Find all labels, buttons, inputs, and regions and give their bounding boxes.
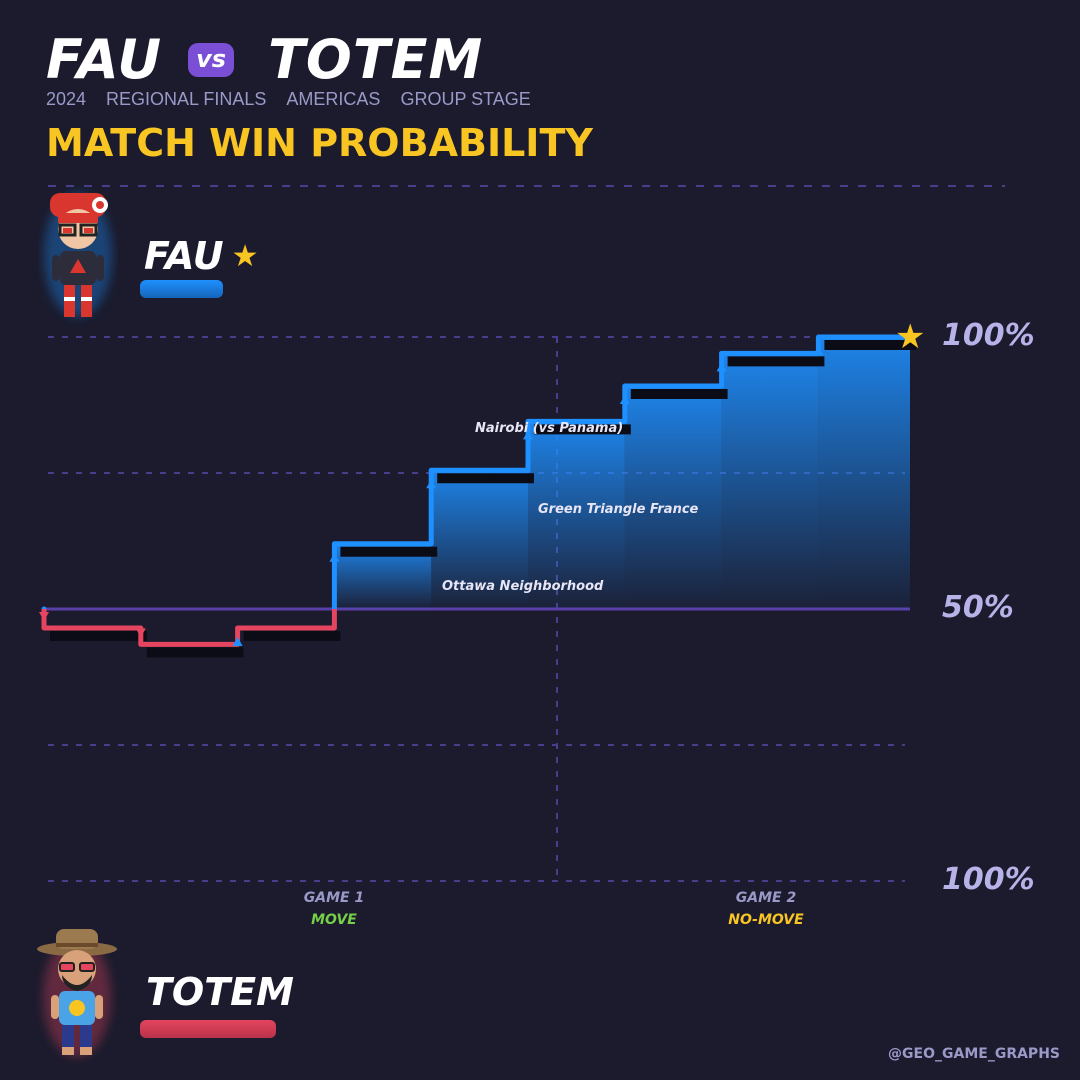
player-bottom-bar <box>140 1020 276 1038</box>
chart-headline: MATCH WIN PROBABILITY <box>46 121 593 165</box>
probability-line <box>41 334 913 647</box>
team-b-title: TOTEM <box>268 28 484 91</box>
title-row: FAU vs TOTEM <box>46 28 483 91</box>
game-2-label: GAME 2 <box>735 890 797 906</box>
area-segment-6 <box>528 421 625 609</box>
round-marker-2 <box>135 628 146 638</box>
area-segment-9 <box>818 337 910 609</box>
subtitle-event: REGIONAL FINALS <box>106 89 267 109</box>
player-bottom-name: TOTEM <box>146 970 294 1014</box>
round-marker-5 <box>426 479 437 489</box>
team-a-title: FAU <box>46 28 163 91</box>
axis-label-bottom: 100% <box>942 862 1035 897</box>
subtitle-year: 2024 <box>46 89 87 109</box>
game-1-mode: MOVE <box>311 912 357 928</box>
end-star-icon: ★ <box>895 317 925 357</box>
area-segment-5 <box>431 470 528 609</box>
round-marker-3 <box>232 637 243 647</box>
game-1-label-block: GAME 1 MOVE <box>274 890 394 928</box>
round-marker-7 <box>619 394 630 404</box>
round-marker-6 <box>523 430 533 440</box>
round-marker-4 <box>329 552 340 562</box>
game-2-label-block: GAME 2 NO-MOVE <box>706 890 826 928</box>
area-segment-8 <box>721 353 819 609</box>
vs-badge: vs <box>188 42 235 77</box>
axis-label-top: 100% <box>942 318 1035 353</box>
player-top-avatar <box>38 185 118 317</box>
game-1-label: GAME 1 <box>303 890 365 906</box>
subtitle: 2024 REGIONAL FINALS AMERICAS GROUP STAG… <box>46 89 531 110</box>
area-segment-7 <box>624 385 722 609</box>
fau-area <box>334 337 910 609</box>
round-markers <box>39 346 824 647</box>
player-top-bar <box>140 280 223 298</box>
annotation-round-6: Green Triangle France <box>538 502 699 517</box>
annotation-round-5: Ottawa Neighborhood <box>442 579 604 594</box>
player-top-name: FAU <box>144 234 224 278</box>
subtitle-stage: GROUP STAGE <box>400 89 531 109</box>
player-bottom-avatar <box>34 925 117 1057</box>
round-marker-8 <box>716 362 727 372</box>
axis-label-middle: 50% <box>942 590 1014 625</box>
round-marker-9 <box>813 346 824 355</box>
credit: @GEO_GAME_GRAPHS <box>888 1046 1060 1062</box>
game-2-mode: NO-MOVE <box>728 912 804 928</box>
annotation-round-7: Nairobi (vs Panama) <box>475 421 624 436</box>
round-marker-1 <box>39 612 49 622</box>
player-top-label: FAU ★ <box>144 234 259 278</box>
winner-star-icon: ★ <box>231 238 259 274</box>
line-shadow <box>50 340 916 658</box>
subtitle-region: AMERICAS <box>286 89 381 109</box>
